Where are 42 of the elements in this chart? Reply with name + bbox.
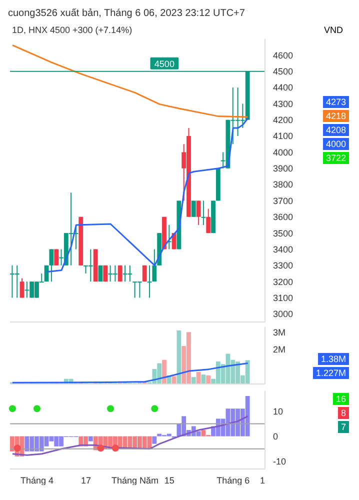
- text: 1.38M: [318, 353, 349, 366]
- x-tick-label: 15: [164, 475, 174, 486]
- y-tick-label: 3900: [273, 164, 294, 174]
- y-tick-label: 4200: [273, 115, 294, 126]
- y-tick-label: 0: [273, 431, 278, 442]
- y-tick-label: 3400: [273, 244, 294, 254]
- text: 3722: [322, 152, 349, 164]
- text: 4208: [322, 124, 349, 136]
- text: 4218: [322, 110, 349, 122]
- y-tick-label: 4100: [273, 131, 294, 142]
- y-tick-label: 4000: [273, 147, 294, 158]
- x-tick-label: 1: [260, 475, 266, 486]
- y-tick-label: 4600: [273, 50, 294, 60]
- y-tick-label: 4400: [273, 82, 294, 93]
- x-tick-label: 17: [81, 475, 92, 486]
- y-tick-label: 3100: [273, 292, 294, 303]
- ref-line-label: 4500: [154, 58, 174, 69]
- y-tick-label: 4500: [273, 66, 294, 77]
- y-tick-label: 3500: [273, 228, 294, 238]
- text: 7: [338, 420, 349, 433]
- y-tick-label: 3000: [273, 309, 294, 320]
- y-tick-label: 2M: [273, 344, 286, 355]
- chart-subtitle: 1D, HNX 4500 +300 (+7.14%): [12, 25, 132, 35]
- y-tick-label: 3800: [273, 180, 294, 190]
- text: 1.227M: [312, 367, 349, 380]
- y-tick-label: 4300: [273, 98, 294, 109]
- chart-title: cuong3526 xuất bản, Tháng 6 06, 2023 23:12 UTC+7: [8, 8, 246, 19]
- text: 4000: [322, 138, 349, 150]
- y-tick-label: 3300: [273, 260, 294, 271]
- x-tick-label: Tháng 4: [20, 475, 54, 486]
- y-tick-label: 3600: [273, 212, 294, 222]
- x-tick-label: Tháng 6: [216, 475, 250, 486]
- y-tick-label: 3700: [273, 196, 294, 206]
- y-axis-title: VND: [324, 25, 343, 35]
- y-tick-label: 3M: [273, 327, 286, 338]
- text: 4273: [322, 96, 349, 108]
- y-tick-label: 3200: [273, 276, 294, 287]
- text: 8: [338, 406, 349, 419]
- text: 16: [332, 392, 349, 405]
- y-tick-label: -10: [273, 456, 286, 467]
- x-tick-label: Tháng Năm: [112, 475, 159, 486]
- y-tick-label: 10: [273, 406, 284, 416]
